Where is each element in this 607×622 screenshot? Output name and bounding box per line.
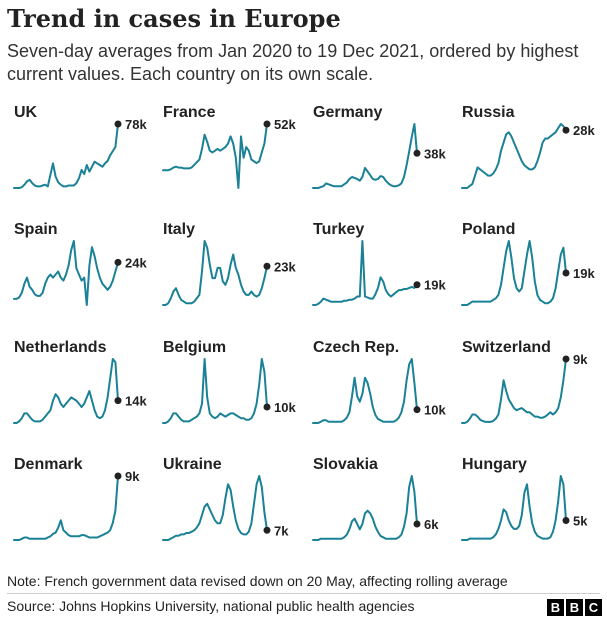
current-value-label: 14k (125, 394, 147, 409)
current-value-label: 10k (274, 400, 296, 415)
current-value-label: 5k (573, 514, 588, 529)
current-value-label: 9k (573, 352, 588, 367)
current-value-dot (413, 520, 421, 528)
panel-czech-rep: Czech Rep. 10k (312, 339, 446, 424)
current-value-dot (114, 258, 122, 266)
current-value-dot (413, 281, 421, 289)
series-line (312, 358, 418, 424)
panel-slovakia: Slovakia 6k (312, 456, 439, 541)
panel-title: Germany (313, 104, 382, 121)
current-value-dot (413, 149, 421, 157)
current-value-dot (263, 403, 271, 411)
panel-title: Ukraine (163, 456, 222, 473)
panel-title: Belgium (163, 339, 226, 356)
series-line (461, 358, 567, 424)
panel-ukraine: Ukraine 7k (162, 456, 289, 541)
panel-belgium: Belgium 10k (162, 339, 296, 424)
series-line (162, 123, 268, 189)
chart-source: Source: Johns Hopkins University, nation… (7, 598, 415, 614)
current-value-label: 19k (573, 266, 595, 281)
series-line (461, 240, 567, 306)
footer-divider (7, 593, 600, 594)
current-value-dot (263, 526, 271, 534)
panel-title: Italy (163, 221, 195, 238)
current-value-dot (114, 472, 122, 480)
panel-title: Denmark (14, 456, 83, 473)
panel-title: Russia (462, 104, 515, 121)
current-value-dot (263, 120, 271, 128)
panel-hungary: Hungary 5k (461, 456, 588, 541)
current-value-dot (562, 269, 570, 277)
current-value-label: 78k (125, 117, 147, 132)
chart-subtitle: Seven-day averages from Jan 2020 to 19 D… (7, 41, 579, 84)
series-line (312, 475, 418, 541)
series-line (312, 240, 418, 306)
bbc-logo: B B C (547, 599, 602, 616)
series-line (312, 123, 418, 189)
current-value-label: 24k (125, 255, 147, 270)
panel-title: Slovakia (313, 456, 378, 473)
panel-italy: Italy 23k (162, 221, 296, 306)
current-value-label: 28k (573, 123, 595, 138)
panel-uk: UK 78k (13, 104, 147, 189)
panel-russia: Russia 28k (461, 104, 595, 189)
panel-poland: Poland 19k (461, 221, 595, 306)
panel-title: Spain (14, 221, 58, 238)
current-value-dot (114, 397, 122, 405)
series-line (13, 123, 119, 189)
bbc-logo-letter: B (566, 599, 583, 616)
panel-title: France (163, 104, 216, 121)
series-line (13, 240, 119, 306)
series-line (13, 475, 119, 541)
panel-spain: Spain 24k (13, 221, 147, 306)
panel-title: Switzerland (462, 339, 551, 356)
series-line (461, 123, 567, 189)
panel-title: Hungary (462, 456, 527, 473)
current-value-label: 10k (424, 403, 446, 418)
series-line (162, 475, 268, 541)
current-value-label: 52k (274, 117, 296, 132)
panel-france: France 52k (162, 104, 296, 189)
current-value-label: 9k (125, 469, 140, 484)
panel-germany: Germany 38k (312, 104, 446, 189)
current-value-dot (562, 355, 570, 363)
current-value-dot (263, 262, 271, 270)
panel-title: Netherlands (14, 339, 107, 356)
current-value-dot (413, 406, 421, 414)
current-value-dot (562, 517, 570, 525)
small-multiples-grid: UK 78k France 52k Germany 38k Russia 28k Spain 24… (13, 104, 595, 541)
current-value-label: 23k (274, 259, 296, 274)
current-value-label: 38k (424, 146, 446, 161)
current-value-label: 19k (424, 278, 446, 293)
panel-title: UK (14, 104, 38, 121)
current-value-dot (562, 126, 570, 134)
series-line (162, 240, 268, 306)
current-value-label: 6k (424, 517, 439, 532)
series-line (461, 475, 567, 541)
panel-denmark: Denmark 9k (13, 456, 140, 541)
bbc-logo-letter: B (547, 599, 564, 616)
series-line (162, 358, 268, 424)
panel-turkey: Turkey 19k (312, 221, 446, 306)
bbc-logo-letter: C (585, 599, 602, 616)
panel-netherlands: Netherlands 14k (13, 339, 147, 424)
panel-title: Turkey (313, 221, 364, 238)
panel-switzerland: Switzerland 9k (461, 339, 588, 424)
chart-title: Trend in cases in Europe (7, 4, 341, 33)
panel-title: Poland (462, 221, 515, 238)
current-value-label: 7k (274, 523, 289, 538)
chart-note: Note: French government data revised dow… (7, 573, 508, 589)
panel-title: Czech Rep. (313, 339, 399, 356)
current-value-dot (114, 120, 122, 128)
series-line (13, 358, 119, 424)
